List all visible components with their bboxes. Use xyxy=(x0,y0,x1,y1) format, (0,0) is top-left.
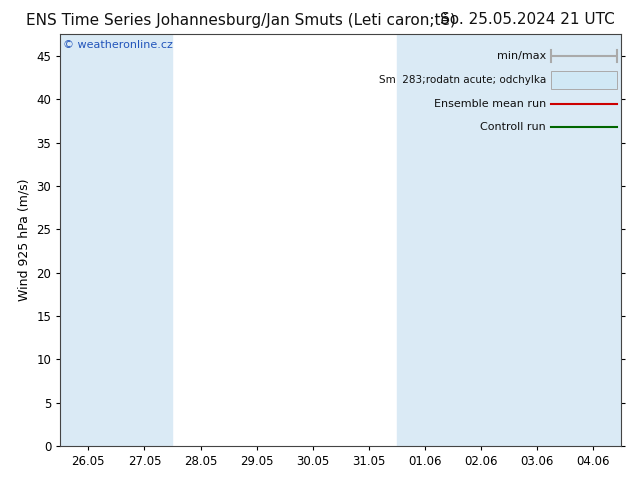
Bar xyxy=(566,34,621,446)
Text: ENS Time Series Johannesburg/Jan Smuts (Leti caron;tě): ENS Time Series Johannesburg/Jan Smuts (… xyxy=(26,12,456,28)
Bar xyxy=(509,34,566,446)
Bar xyxy=(453,34,509,446)
Bar xyxy=(397,34,453,446)
Bar xyxy=(117,34,172,446)
Text: © weatheronline.cz: © weatheronline.cz xyxy=(63,41,173,50)
Y-axis label: Wind 925 hPa (m/s): Wind 925 hPa (m/s) xyxy=(18,179,31,301)
Bar xyxy=(60,34,117,446)
Text: So. 25.05.2024 21 UTC: So. 25.05.2024 21 UTC xyxy=(440,12,615,27)
